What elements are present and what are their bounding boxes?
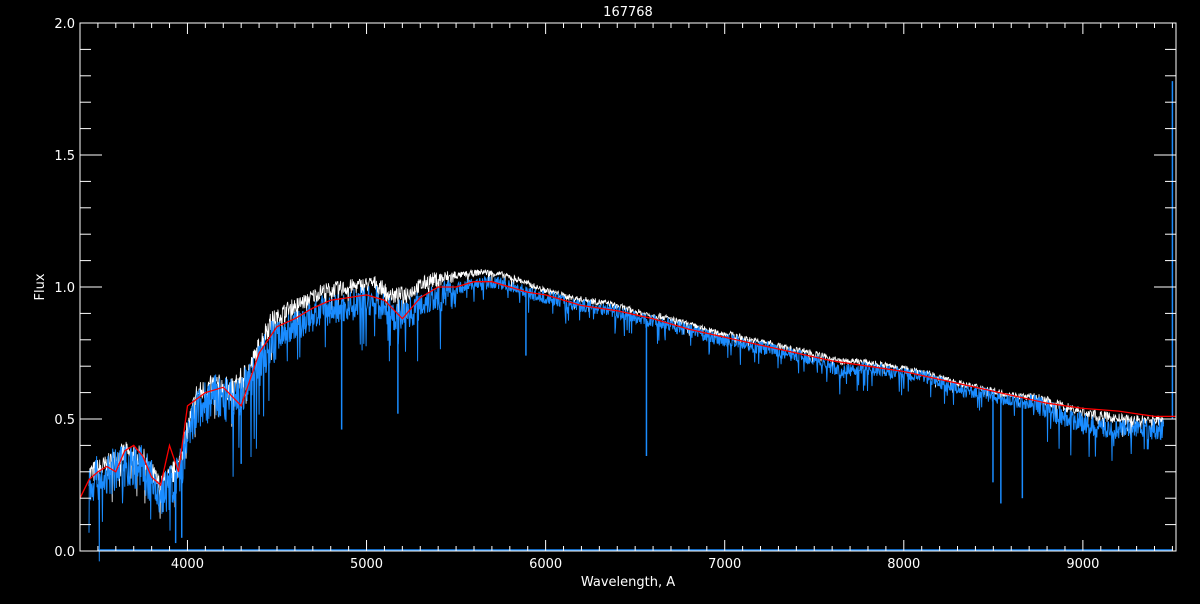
observed-spectrum-line: [88, 275, 1164, 562]
y-tick-label: 0.0: [54, 545, 75, 560]
x-tick-label: 5000: [350, 557, 383, 572]
y-tick-label: 1.5: [54, 149, 75, 164]
x-tick-label: 9000: [1066, 557, 1099, 572]
x-axis-label: Wavelength, A: [581, 575, 675, 590]
x-tick-label: 6000: [529, 557, 562, 572]
y-axis-label: Flux: [33, 273, 48, 300]
x-tick-label: 8000: [887, 557, 920, 572]
x-tick-label: 4000: [171, 557, 204, 572]
chart-title: 167768: [603, 5, 653, 20]
plot-frame: [79, 22, 1177, 552]
x-tick-label: 7000: [708, 557, 741, 572]
plot-layer: [79, 81, 1176, 562]
model-spectrum-line: [79, 281, 1176, 499]
axes-layer: 4000 5000 6000 7000 8000 9000 0.0 0.5 1.0 1.5 2.0: [54, 17, 1177, 572]
y-tick-label: 2.0: [54, 17, 75, 32]
y-tick-label: 1.0: [54, 281, 75, 296]
y-tick-label: 0.5: [54, 413, 75, 428]
